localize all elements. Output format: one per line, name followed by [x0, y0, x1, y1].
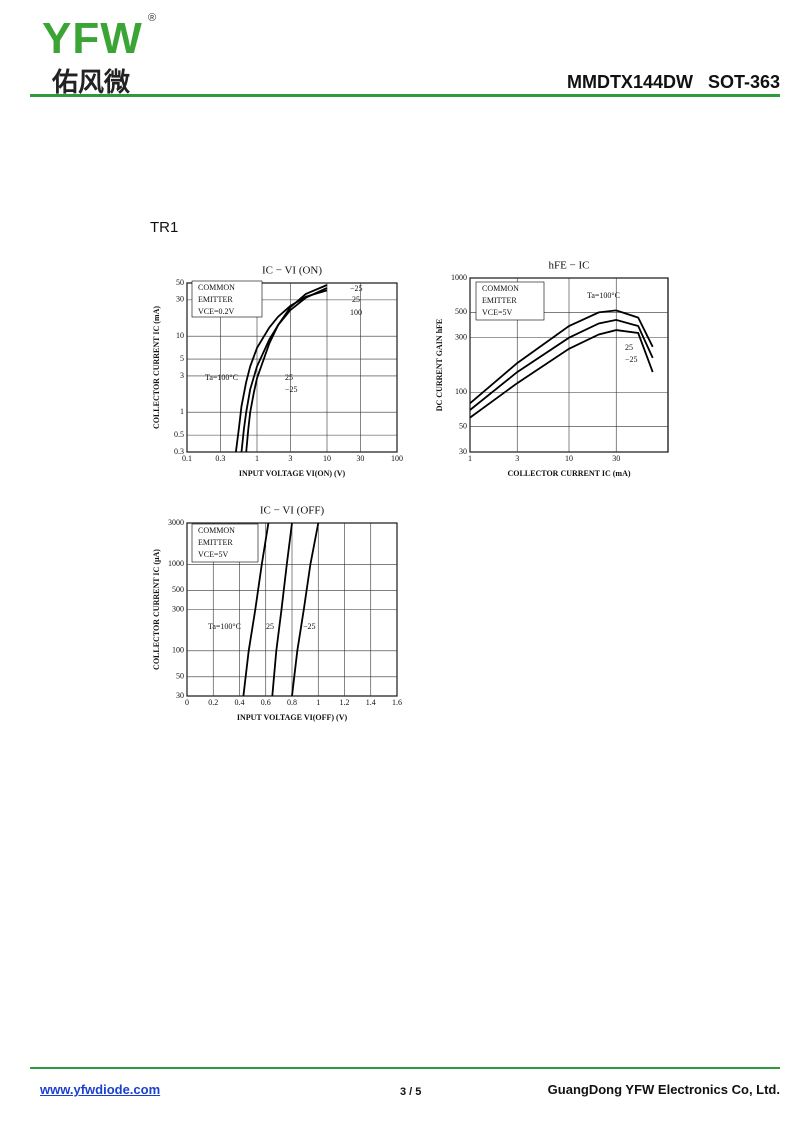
x-tick-label: 1 [316, 698, 320, 707]
y-tick-label: 500 [455, 307, 467, 316]
series-label: 25 [285, 373, 293, 382]
footer-company: GuangDong YFW Electronics Co, Ltd. [547, 1082, 780, 1097]
section-label: TR1 [150, 219, 179, 236]
x-tick-label: 0.1 [182, 454, 192, 463]
y-tick-label: 0.5 [174, 430, 184, 439]
x-tick-label: 30 [356, 454, 364, 463]
series-label: −25 [625, 355, 638, 364]
y-tick-label: 1 [180, 407, 184, 416]
note-text: VCE=5V [482, 308, 513, 317]
x-tick-label: 10 [323, 454, 331, 463]
y-tick-label: 30 [176, 295, 184, 304]
x-tick-label: 3 [288, 454, 292, 463]
data-line [469, 309, 654, 404]
data-line [469, 329, 654, 419]
x-tick-label: 0.8 [287, 698, 297, 707]
chart-title: IC − VI (ON) [262, 265, 322, 277]
x-tick-label: 0.4 [235, 698, 245, 707]
y-tick-label: 100 [172, 646, 184, 655]
registered-mark: ® [148, 12, 157, 24]
chart-title: IC − VI (OFF) [260, 505, 325, 517]
y-tick-label: 100 [455, 387, 467, 396]
chart-title: hFE − IC [548, 260, 589, 272]
x-axis-label: COLLECTOR CURRENT IC (mA) [507, 469, 630, 478]
note-text: EMITTER [198, 295, 233, 304]
data-line [271, 522, 293, 697]
x-tick-label: 1.4 [366, 698, 376, 707]
y-tick-label: 50 [459, 421, 467, 430]
y-tick-label: 300 [455, 333, 467, 342]
y-tick-label: 1000 [451, 273, 467, 282]
y-axis-label: COLLECTOR CURRENT IC (mA) [152, 306, 161, 429]
y-tick-label: 0.3 [174, 447, 184, 456]
series-label: 25 [625, 343, 633, 352]
data-line [242, 522, 270, 697]
y-tick-label: 3 [180, 371, 184, 380]
x-tick-label: 1.6 [392, 698, 402, 707]
data-line [245, 284, 328, 453]
x-axis-label: INPUT VOLTAGE VI(ON) (V) [239, 469, 346, 478]
header-rule [30, 94, 780, 97]
x-tick-label: 0.6 [261, 698, 271, 707]
series-label: Ta=100°C [208, 622, 241, 631]
x-tick-label: 10 [565, 454, 573, 463]
x-tick-label: 30 [612, 454, 620, 463]
annotation: 100 [350, 308, 362, 317]
series-label: Ta=100°C [205, 373, 238, 382]
data-line [469, 318, 654, 411]
note-text: COMMON [198, 526, 235, 535]
y-tick-label: 3000 [168, 518, 184, 527]
y-axis-label: COLLECTOR CURRENT IC (μA) [152, 549, 161, 670]
doc-title: MMDTX144DW SOT-363 [566, 72, 780, 92]
note-text: VCE=0.2V [198, 307, 235, 316]
data-line [240, 287, 328, 453]
y-tick-label: 50 [176, 278, 184, 287]
x-tick-label: 1 [468, 454, 472, 463]
y-tick-label: 30 [459, 447, 467, 456]
annotation: 25 [352, 295, 360, 304]
x-tick-label: 0.3 [215, 454, 225, 463]
note-box [475, 281, 545, 321]
logo: YFW [42, 14, 143, 63]
series-label: −25 [303, 622, 316, 631]
x-tick-label: 0 [185, 698, 189, 707]
footer-rule [30, 1067, 780, 1069]
logo-cn: 佑风微 [52, 67, 131, 97]
note-box [191, 280, 263, 318]
series-label: −25 [285, 385, 298, 394]
x-tick-label: 1.2 [340, 698, 350, 707]
note-text: VCE=5V [198, 550, 229, 559]
y-tick-label: 300 [172, 604, 184, 613]
note-text: COMMON [482, 284, 519, 293]
note-text: EMITTER [198, 538, 233, 547]
y-tick-label: 10 [176, 331, 184, 340]
note-text: EMITTER [482, 296, 517, 305]
note-text: COMMON [198, 283, 235, 292]
annotation: −25 [350, 284, 363, 293]
y-tick-label: 30 [176, 691, 184, 700]
x-tick-label: 0.2 [208, 698, 218, 707]
x-axis-label: INPUT VOLTAGE VI(OFF) (V) [237, 713, 348, 722]
note-box [191, 523, 259, 563]
x-tick-label: 100 [391, 454, 403, 463]
series-label: Ta=100°C [587, 291, 620, 300]
y-tick-label: 1000 [168, 559, 184, 568]
y-axis-label: DC CURRENT GAIN hFE [435, 319, 444, 412]
x-tick-label: 1 [255, 454, 259, 463]
y-tick-label: 5 [180, 354, 184, 363]
series-label: 25 [266, 622, 274, 631]
y-tick-label: 500 [172, 585, 184, 594]
x-tick-label: 3 [515, 454, 519, 463]
footer-url[interactable]: www.yfwdiode.com [40, 1082, 161, 1097]
data-line [291, 522, 320, 697]
page-number: 3 / 5 [400, 1086, 422, 1098]
y-tick-label: 50 [176, 672, 184, 681]
